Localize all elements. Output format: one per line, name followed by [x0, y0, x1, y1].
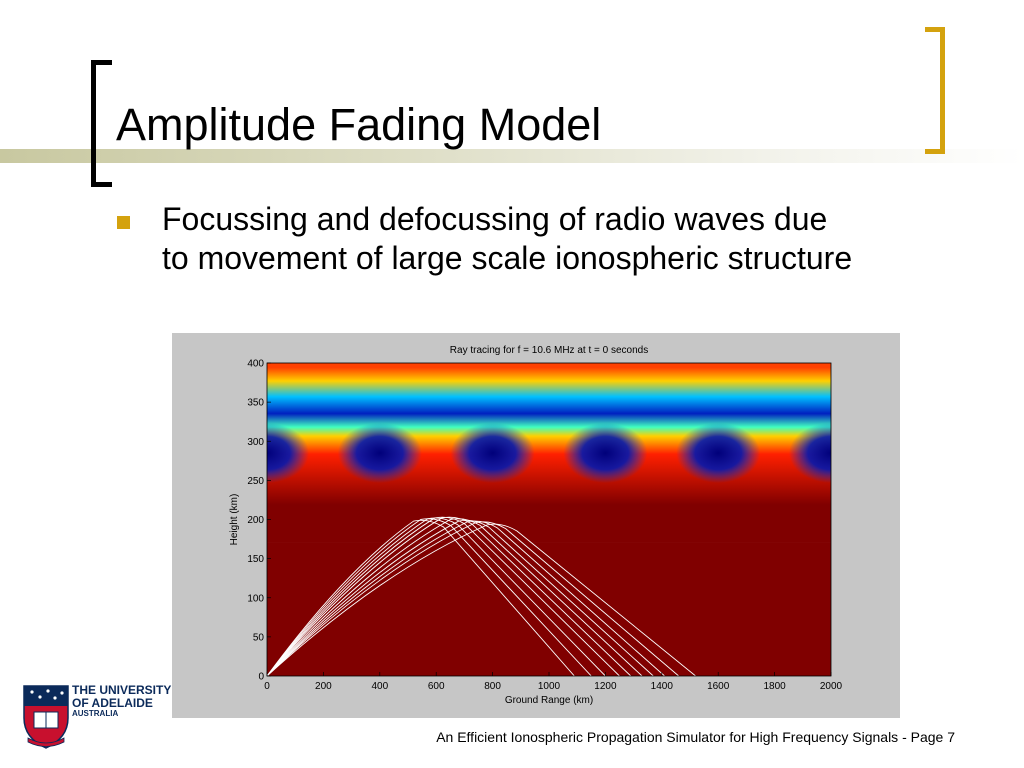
x-tick-label: 1800 [763, 681, 786, 692]
field-blob [450, 422, 535, 483]
y-tick-label: 400 [247, 359, 264, 370]
y-tick-label: 150 [247, 554, 264, 565]
y-tick-label: 200 [247, 515, 264, 526]
square-bullet-icon [117, 216, 130, 229]
logo-line-3: AUSTRALIA [72, 709, 119, 719]
ray-tracing-chart: 0 200 400 600 800 1000 1200 1400 1600 1800 2000 0 50… [229, 345, 843, 706]
ray-tracing-figure: 0 200 400 600 800 1000 1200 1400 1600 1800 2000 0 50… [172, 333, 900, 718]
x-tick-label: 1000 [538, 681, 561, 692]
x-tick-label: 800 [484, 681, 501, 692]
y-axis-label: Height (km) [229, 494, 240, 546]
x-tick-label: 1600 [707, 681, 730, 692]
bullet-text: Focussing and defocussing of radio waves… [162, 201, 853, 276]
chart-title: Ray tracing for f = 10.6 MHz at t = 0 se… [450, 345, 648, 356]
field-blob [267, 422, 309, 483]
slide-footer: An Efficient Ionospheric Propagation Sim… [436, 729, 955, 745]
x-tick-label: 1400 [651, 681, 674, 692]
ray-path [267, 521, 680, 676]
field-blob [337, 422, 422, 483]
y-tick-label: 50 [253, 632, 265, 643]
university-logo: THE UNIVERSITY OF ADELAIDE AUSTRALIA [22, 684, 172, 750]
field-blob [789, 422, 831, 483]
y-tick-label: 100 [247, 593, 264, 604]
university-wordmark: THE UNIVERSITY OF ADELAIDE AUSTRALIA [72, 684, 171, 719]
logo-line-2: OF ADELAIDE [72, 695, 153, 710]
x-tick-label: 200 [315, 681, 332, 692]
y-tick-label: 0 [258, 672, 264, 683]
ray-path [267, 519, 575, 676]
x-tick-label: 0 [264, 681, 270, 692]
right-bracket [925, 27, 945, 154]
ray-path [267, 520, 665, 676]
left-bracket [91, 60, 112, 187]
field-blob [676, 422, 761, 483]
title-underline [0, 149, 1024, 163]
x-tick-label: 1200 [594, 681, 617, 692]
field-lower-region [267, 542, 831, 676]
ray-path [267, 523, 696, 676]
x-tick-label: 600 [428, 681, 445, 692]
slide-title: Amplitude Fading Model [116, 99, 602, 150]
y-tick-label: 250 [247, 476, 264, 487]
ray-path [267, 517, 606, 676]
y-tick-label: 350 [247, 398, 264, 409]
y-tick-label: 300 [247, 437, 264, 448]
ray-path [267, 518, 592, 676]
university-crest-icon [23, 685, 69, 749]
x-tick-label: 400 [371, 681, 388, 692]
x-axis-label: Ground Range (km) [505, 695, 593, 706]
field-blob [563, 422, 648, 483]
x-tick-label: 2000 [820, 681, 843, 692]
logo-line-1: THE UNIVERSITY [72, 683, 172, 697]
